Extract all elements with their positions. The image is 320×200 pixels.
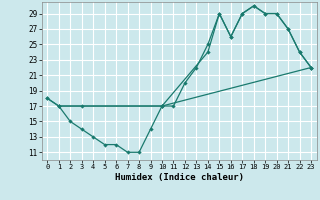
X-axis label: Humidex (Indice chaleur): Humidex (Indice chaleur)	[115, 173, 244, 182]
